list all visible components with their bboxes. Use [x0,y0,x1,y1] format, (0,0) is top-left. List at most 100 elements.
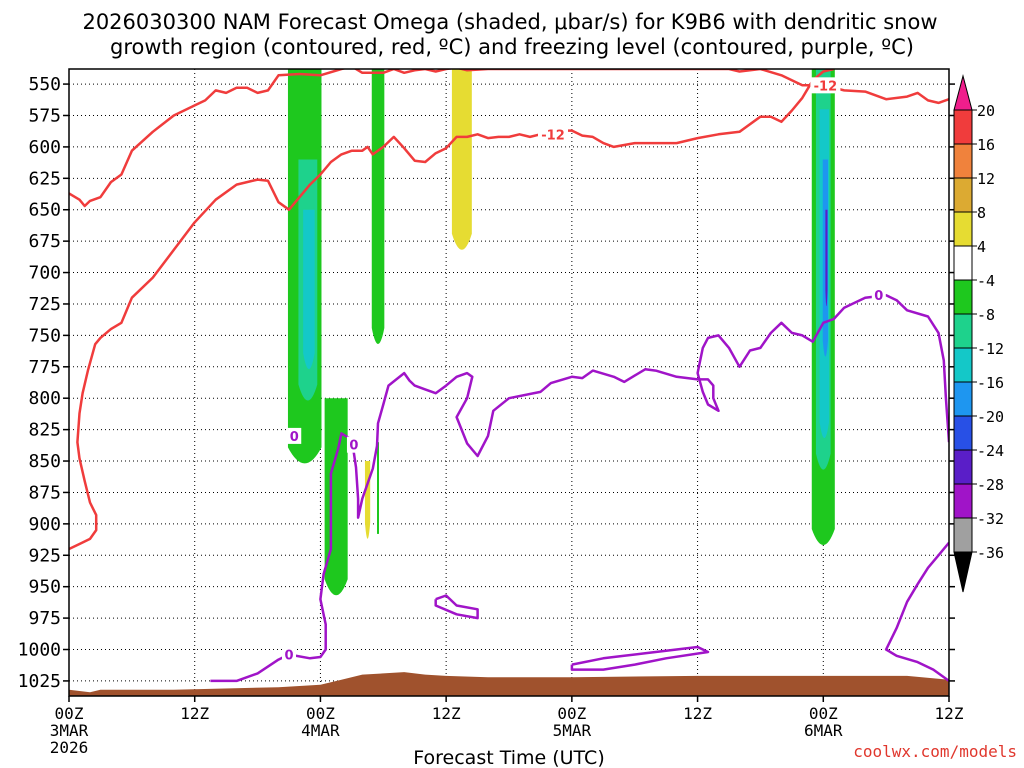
omega-shading [287,69,835,596]
colorbar-swatch-13 [953,517,973,553]
colorbar-swatch-6 [953,279,973,315]
x-tick-label-24-0: 00Z [306,704,335,723]
dendritic-lower-contour [69,69,835,551]
colorbar-label-1: 16 [977,136,995,154]
colorbar-swatch-9 [953,381,973,417]
omega-band-day4-lower [324,398,348,596]
colorbar-swatch-4 [953,211,973,247]
omega-positive-band [451,69,472,250]
omega-band-day6-core4 [825,209,828,307]
chart-title-line2: growth region (contoured, red, ºC) and f… [110,35,914,59]
colorbar-swatch-5 [953,245,973,281]
y-tick-label-975: 975 [28,608,61,629]
plot-frame [68,68,950,697]
dendritic-upper-contour [69,69,949,208]
y-tick-label-675: 675 [28,231,61,252]
colorbar-label-3: 8 [977,204,986,222]
contour-label-12-upper: -12 [810,77,841,94]
y-tick-label-575: 575 [28,105,61,126]
credit-link[interactable]: coolwx.com/models [853,742,1017,761]
freezing-level-loop-lower [884,541,949,682]
x-tick-label-72-0: 00Z [809,704,838,723]
x-tick-label-60-0: 12Z [683,704,712,723]
surface-layer [69,672,949,696]
x-tick-label-72-1: 6MAR [804,721,843,740]
colorbar-label-7: -12 [977,340,1004,358]
colorbar-label-10: -24 [977,442,1004,460]
contour-label-12-lower: -12 [538,126,568,143]
y-tick-label-775: 775 [28,357,61,378]
y-tick-label-725: 725 [28,294,61,315]
colorbar-label-0: 20 [977,102,995,120]
svg-text:-12: -12 [541,128,565,143]
colorbar-top-triangle [953,74,973,111]
colorbar-label-2: 12 [977,170,995,188]
freezing-level-small-loop [434,594,479,620]
y-tick-label-875: 875 [28,482,61,503]
colorbar: 20 16 12 8 4 -4 -8 -12 -16 -20 -24 -28 -32 -36 [953,74,1004,593]
x-tick-label-48-1: 5MAR [553,721,592,740]
contour-label-0-right: 0 [871,287,886,304]
y-tick-label-900: 900 [28,514,61,535]
svg-text:0: 0 [349,439,358,454]
y-tick-label-800: 800 [28,388,61,409]
colorbar-label-5: -4 [977,272,995,290]
colorbar-swatch-2 [953,143,973,179]
contour-label-0-mid: 0 [346,436,361,454]
colorbar-swatch-11 [953,449,973,485]
x-tick-label-12-0: 12Z [180,704,209,723]
colorbar-label-11: -28 [977,476,1004,494]
colorbar-label-12: -32 [977,510,1004,528]
contour-label-0-left: 0 [287,427,302,445]
y-tick-label-600: 600 [28,137,61,158]
x-tick-label-84-0: 12Z [935,704,964,723]
x-axis-title: Forecast Time (UTC) [413,747,604,768]
svg-text:0: 0 [284,649,293,664]
chart-title-line1: 2026030300 NAM Forecast Omega (shaded, μ… [82,10,937,34]
colorbar-label-8: -16 [977,374,1004,392]
omega-band-day4-core2 [303,209,315,370]
omega-band-day4b [371,69,385,344]
colorbar-label-13: -36 [977,544,1004,562]
colorbar-swatch-12 [953,483,973,519]
svg-text:0: 0 [290,430,299,445]
svg-text:0: 0 [874,289,883,304]
y-tick-label-650: 650 [28,200,61,221]
y-tick-label-925: 925 [28,545,61,566]
colorbar-swatch-7 [953,313,973,349]
freezing-level-near-surface-loop [570,645,710,671]
x-tick-label-0-1: 3MAR [50,721,89,740]
omega-positive-small [364,461,371,539]
colorbar-swatch-1 [953,109,973,145]
omega-thin-green-line [377,442,379,534]
x-tick-label-48-0: 00Z [557,704,586,723]
colorbar-swatch-8 [953,347,973,383]
x-tick-label-36-0: 12Z [432,704,461,723]
y-tick-label-1000: 1000 [18,640,61,661]
y-tick-label-625: 625 [28,168,61,189]
x-tick-label-0-2: 2026 [50,738,89,757]
freezing-level-contour [210,293,949,683]
y-tick-label-1025: 1025 [18,671,61,692]
colorbar-swatch-3 [953,177,973,213]
y-tick-label-850: 850 [28,451,61,472]
contour-label-0-low: 0 [282,646,296,664]
y-tick-label-950: 950 [28,577,61,598]
colorbar-bottom-triangle [953,551,973,593]
surface-terrain [69,672,949,696]
grid-lines [68,69,950,696]
svg-text:-12: -12 [814,79,838,94]
colorbar-label-4: 4 [977,238,986,256]
y-tick-label-825: 825 [28,420,61,441]
y-axis: 550 575 600 625 650 675 700 725 750 775 800 825 850 8… [18,74,955,692]
colorbar-label-6: -8 [977,306,995,324]
y-tick-label-700: 700 [28,263,61,284]
colorbar-swatch-10 [953,415,973,451]
y-tick-label-550: 550 [28,74,61,95]
x-tick-label-0-0: 00Z [55,704,84,723]
y-tick-label-750: 750 [28,325,61,346]
colorbar-label-9: -20 [977,408,1004,426]
x-tick-label-24-1: 4MAR [301,721,340,740]
